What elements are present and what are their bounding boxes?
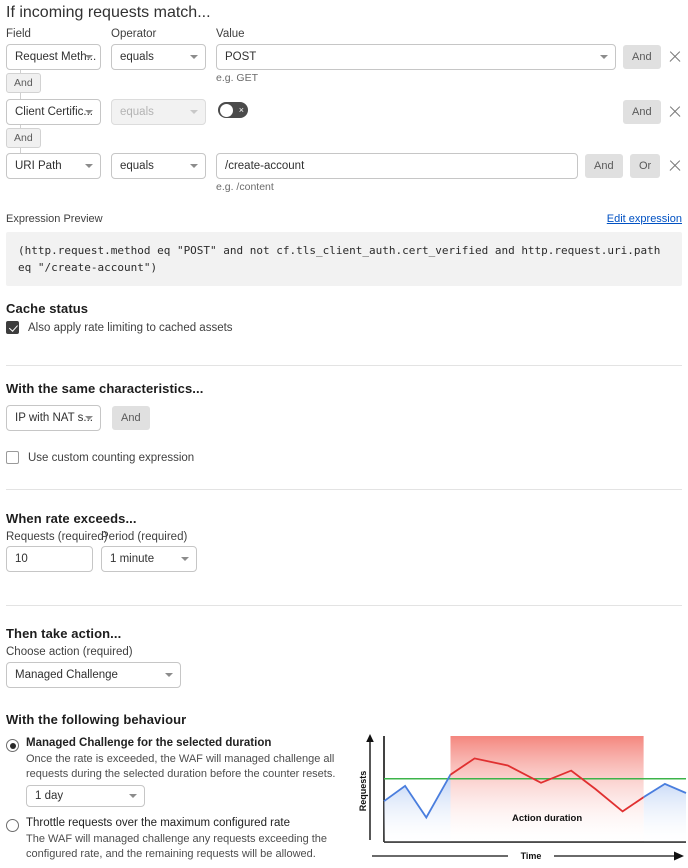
value-input-row-3-value: /create-account <box>225 160 305 172</box>
cache-status-title: Cache status <box>6 301 89 316</box>
match-section-title: If incoming requests match... <box>6 4 211 21</box>
chevron-down-icon <box>600 55 608 59</box>
rate-section-title: When rate exceeds... <box>6 511 137 526</box>
checkbox-icon[interactable] <box>6 451 19 464</box>
field-select-row-2[interactable]: Client Certific... <box>6 99 101 125</box>
choose-action-label: Choose action (required) <box>6 646 133 658</box>
expression-preview-label: Expression Preview <box>6 213 103 225</box>
operator-select-row-3-value: equals <box>120 160 154 172</box>
duration-select-value: 1 day <box>35 790 64 802</box>
divider-3 <box>6 605 682 606</box>
field-select-row-1-value: Request Meth... <box>15 51 97 63</box>
chevron-down-icon <box>85 55 93 59</box>
requests-input-value: 10 <box>15 553 28 565</box>
option-managed-challenge-desc: Once the rate is exceeded, the WAF will … <box>26 753 336 780</box>
toggle-knob <box>220 103 233 117</box>
chart-area-left <box>384 774 451 842</box>
operator-select-row-2-value: equals <box>120 106 154 118</box>
period-label: Period (required) <box>101 531 188 543</box>
close-icon-row-2[interactable] <box>668 105 682 119</box>
chevron-down-icon <box>165 673 173 677</box>
chart-x-label: Time <box>521 851 542 861</box>
field-select-row-1[interactable]: Request Meth... <box>6 44 101 70</box>
requests-label: Requests (required) <box>6 531 108 543</box>
series-line-below <box>383 773 451 820</box>
close-icon-row-3[interactable] <box>668 159 682 173</box>
characteristics-and-button[interactable]: And <box>112 406 150 430</box>
column-header-value: Value <box>216 28 245 40</box>
operator-select-row-3[interactable]: equals <box>111 153 206 179</box>
value-hint-row-1: e.g. GET <box>216 72 259 84</box>
operator-select-row-2: equals <box>111 99 206 125</box>
chart-y-label: Requests <box>358 771 368 812</box>
operator-select-row-1-value: equals <box>120 51 154 63</box>
chevron-down-icon <box>190 55 198 59</box>
option-throttle-title: Throttle requests over the maximum confi… <box>26 817 290 829</box>
and-connector-1[interactable]: And <box>6 73 41 93</box>
expression-preview-text: (http.request.method eq "POST" and not c… <box>6 232 682 286</box>
series-line-above <box>450 757 644 813</box>
or-button-row-3[interactable]: Or <box>630 154 661 178</box>
and-button-row-3[interactable]: And <box>585 154 623 178</box>
value-select-row-1-value: POST <box>225 51 257 63</box>
chevron-down-icon <box>129 794 137 798</box>
field-select-row-2-value: Client Certific... <box>15 106 93 118</box>
close-icon-row-1[interactable] <box>668 50 682 64</box>
custom-counting-checkbox-row[interactable]: Use custom counting expression <box>6 451 194 464</box>
column-header-operator: Operator <box>111 28 157 40</box>
option-managed-challenge[interactable]: Managed Challenge for the selected durat… <box>26 737 341 782</box>
characteristic-select[interactable]: IP with NAT s... <box>6 405 101 431</box>
divider-2 <box>6 489 682 490</box>
edit-expression-link[interactable]: Edit expression <box>606 213 682 225</box>
period-select-value: 1 minute <box>110 553 155 565</box>
radio-throttle[interactable] <box>6 819 19 832</box>
chevron-down-icon <box>181 557 189 561</box>
divider-1 <box>6 365 682 366</box>
column-header-field: Field <box>6 28 31 40</box>
cache-status-checkbox-label: Also apply rate limiting to cached asset… <box>28 321 233 334</box>
custom-counting-label: Use custom counting expression <box>28 451 195 464</box>
cert-verified-toggle[interactable]: × <box>218 102 248 118</box>
option-managed-challenge-title: Managed Challenge for the selected durat… <box>26 737 272 749</box>
duration-select[interactable]: 1 day <box>26 785 145 807</box>
chart-annotation: Action duration <box>512 813 582 824</box>
operator-select-row-1[interactable]: equals <box>111 44 206 70</box>
characteristics-title: With the same characteristics... <box>6 381 204 396</box>
choose-action-select[interactable]: Managed Challenge <box>6 662 181 688</box>
action-duration-chart: Action duration Requests Time <box>358 728 688 864</box>
action-duration-band <box>450 736 644 842</box>
value-hint-row-3: e.g. /content <box>216 181 274 193</box>
characteristic-select-value: IP with NAT s... <box>15 412 93 424</box>
requests-input[interactable]: 10 <box>6 546 93 572</box>
chevron-down-icon <box>85 164 93 168</box>
choose-action-select-value: Managed Challenge <box>15 669 118 681</box>
action-section-title: Then take action... <box>6 626 122 641</box>
radio-managed-challenge[interactable] <box>6 739 19 752</box>
close-icon: × <box>238 105 244 115</box>
field-select-row-3-value: URI Path <box>15 160 62 172</box>
option-throttle[interactable]: Throttle requests over the maximum confi… <box>26 817 341 862</box>
y-axis-arrow <box>366 734 374 840</box>
field-select-row-3[interactable]: URI Path <box>6 153 101 179</box>
and-button-row-1[interactable]: And <box>623 45 661 69</box>
chart-svg: Action duration Requests Time <box>358 734 687 861</box>
chevron-down-icon <box>190 164 198 168</box>
x-axis-arrow <box>372 851 684 861</box>
chevron-down-icon <box>190 110 198 114</box>
chevron-down-icon <box>85 416 93 420</box>
value-select-row-1[interactable]: POST <box>216 44 616 70</box>
chart-area-right <box>643 783 686 842</box>
check-icon[interactable] <box>6 321 19 334</box>
value-input-row-3[interactable]: /create-account <box>216 153 578 179</box>
and-connector-2[interactable]: And <box>6 128 41 148</box>
option-throttle-desc: The WAF will managed challenge any reque… <box>26 833 328 860</box>
cache-status-checkbox-row[interactable]: Also apply rate limiting to cached asset… <box>6 321 233 334</box>
chevron-down-icon <box>85 110 93 114</box>
behaviour-section-title: With the following behaviour <box>6 712 187 727</box>
period-select[interactable]: 1 minute <box>101 546 197 572</box>
and-button-row-2[interactable]: And <box>623 100 661 124</box>
